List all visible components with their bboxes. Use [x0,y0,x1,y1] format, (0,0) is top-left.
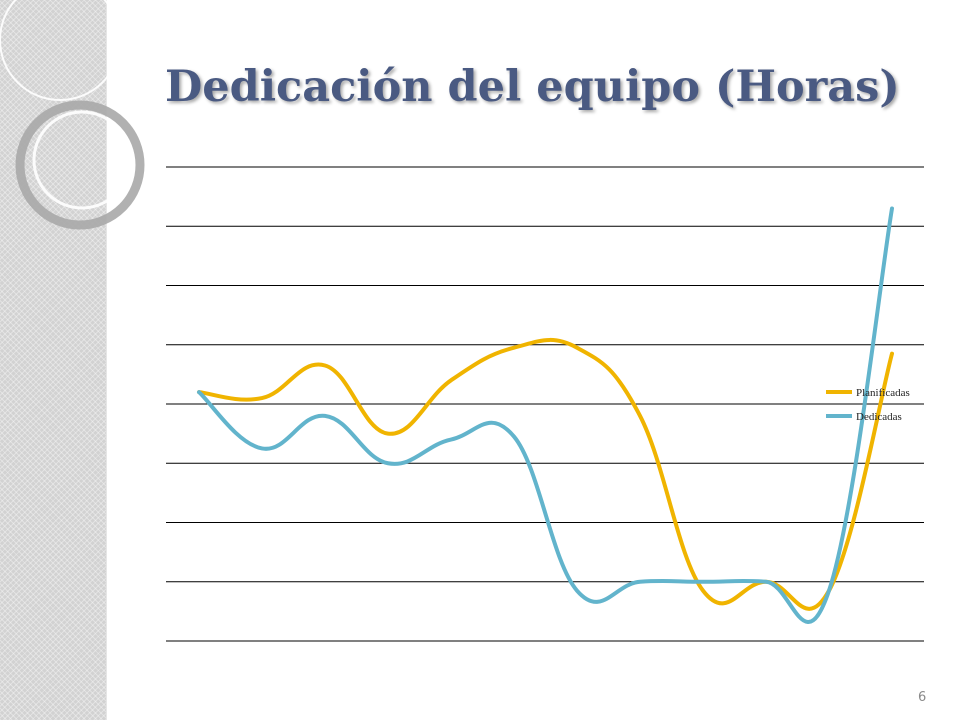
side-band-divider [106,0,107,720]
series-line-dedicadas [197,206,894,624]
series-line-planificadas [197,337,894,611]
legend-label-dedicadas: Dedicadas [856,411,902,423]
decor-circle-inner-ring [32,110,132,210]
decor-circle-large [0,0,121,101]
legend-label-planificadas: Planificadas [856,387,910,399]
chart-legend: Planificadas Dedicadas [826,387,910,423]
decor-circle-outer-ring [15,100,145,230]
decorative-circles [0,0,145,230]
page-number: 6 [918,690,927,705]
slide-title: Dedicación del equipo (Horas) [165,62,900,112]
chart-gridlines [166,166,924,642]
chart-series-lines [197,206,894,624]
